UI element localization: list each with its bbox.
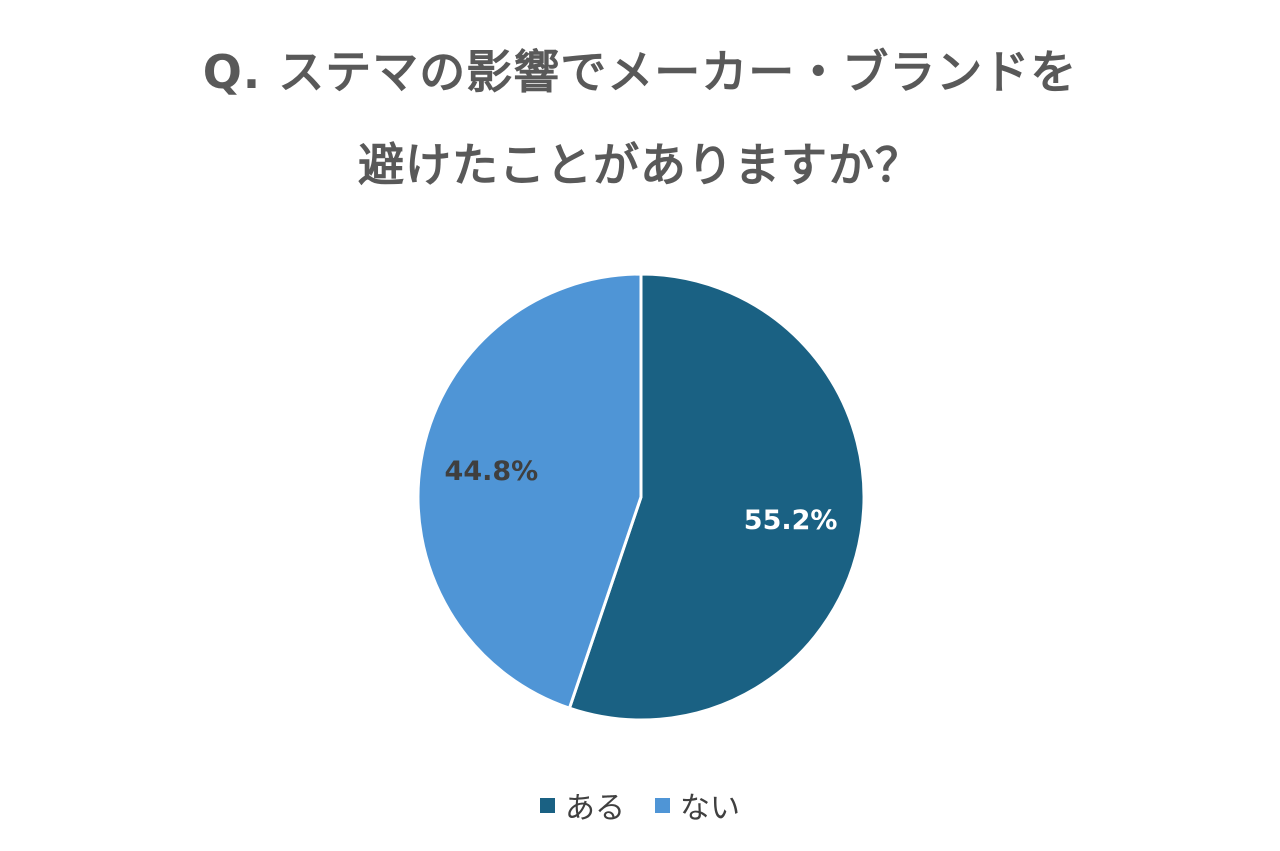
- legend-label-nai: ない: [680, 791, 740, 826]
- pie-slice-aru: [567, 272, 866, 722]
- legend-swatch-aru: [540, 797, 555, 813]
- data-label-aru: 55.2%: [744, 505, 838, 536]
- legend-label-aru: ある: [565, 791, 625, 826]
- data-label-nai: 44.8%: [445, 456, 539, 487]
- chart-legend: ある ない: [0, 783, 1280, 827]
- legend-swatch-nai: [655, 797, 670, 813]
- chart-title-line-1: Q. ステマの影響でメーカー・ブランドを: [202, 45, 1078, 99]
- legend-item-nai: ない: [655, 783, 740, 827]
- pie-slice-nai: [416, 272, 643, 710]
- legend-item-aru: ある: [540, 783, 625, 827]
- chart-title-line-2: 避けたことがありますか？: [358, 138, 922, 192]
